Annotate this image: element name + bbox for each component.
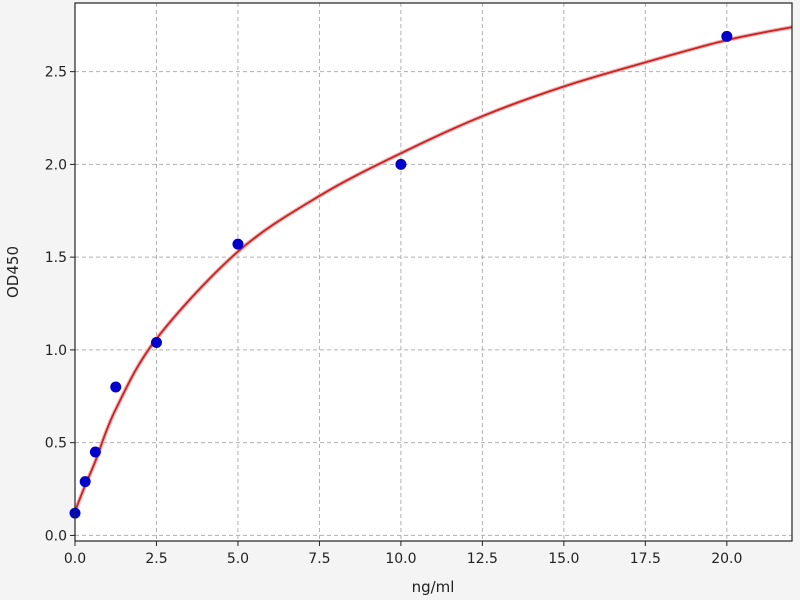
data-points-layer bbox=[69, 30, 733, 519]
ticks: 0.0 2.5 5.0 7.5 10.0 12.5 15.0 17.5 20.0 0.0 0.5 1.… bbox=[45, 65, 743, 567]
y-tick-label: 2.0 bbox=[45, 157, 67, 173]
x-tick-label: 20.0 bbox=[711, 551, 742, 567]
x-tick-label: 12.5 bbox=[467, 551, 498, 567]
data-point bbox=[232, 238, 244, 250]
grid bbox=[74, 3, 792, 541]
x-tick-label: 5.0 bbox=[227, 551, 249, 567]
data-point bbox=[89, 446, 101, 458]
y-axis-label: OD450 bbox=[4, 246, 22, 298]
y-tick-label: 0.0 bbox=[45, 528, 67, 544]
y-tick-label: 0.5 bbox=[45, 436, 67, 452]
x-tick-label: 10.0 bbox=[385, 551, 416, 567]
x-tick-label: 17.5 bbox=[630, 551, 661, 567]
y-tick-label: 1.0 bbox=[45, 343, 67, 359]
data-point bbox=[395, 158, 407, 170]
x-tick-label: 2.5 bbox=[145, 551, 167, 567]
data-point bbox=[721, 30, 733, 42]
x-axis-label: ng/ml bbox=[412, 578, 455, 596]
data-point bbox=[79, 476, 91, 488]
data-point bbox=[110, 381, 122, 393]
x-tick-label: 0.0 bbox=[64, 551, 86, 567]
plot-area bbox=[75, 3, 792, 541]
x-tick-label: 7.5 bbox=[308, 551, 330, 567]
y-tick-label: 1.5 bbox=[45, 250, 67, 266]
x-tick-label: 15.0 bbox=[548, 551, 579, 567]
plot-frame bbox=[74, 2, 793, 542]
data-point bbox=[150, 336, 162, 348]
y-tick-label: 2.5 bbox=[45, 65, 67, 81]
